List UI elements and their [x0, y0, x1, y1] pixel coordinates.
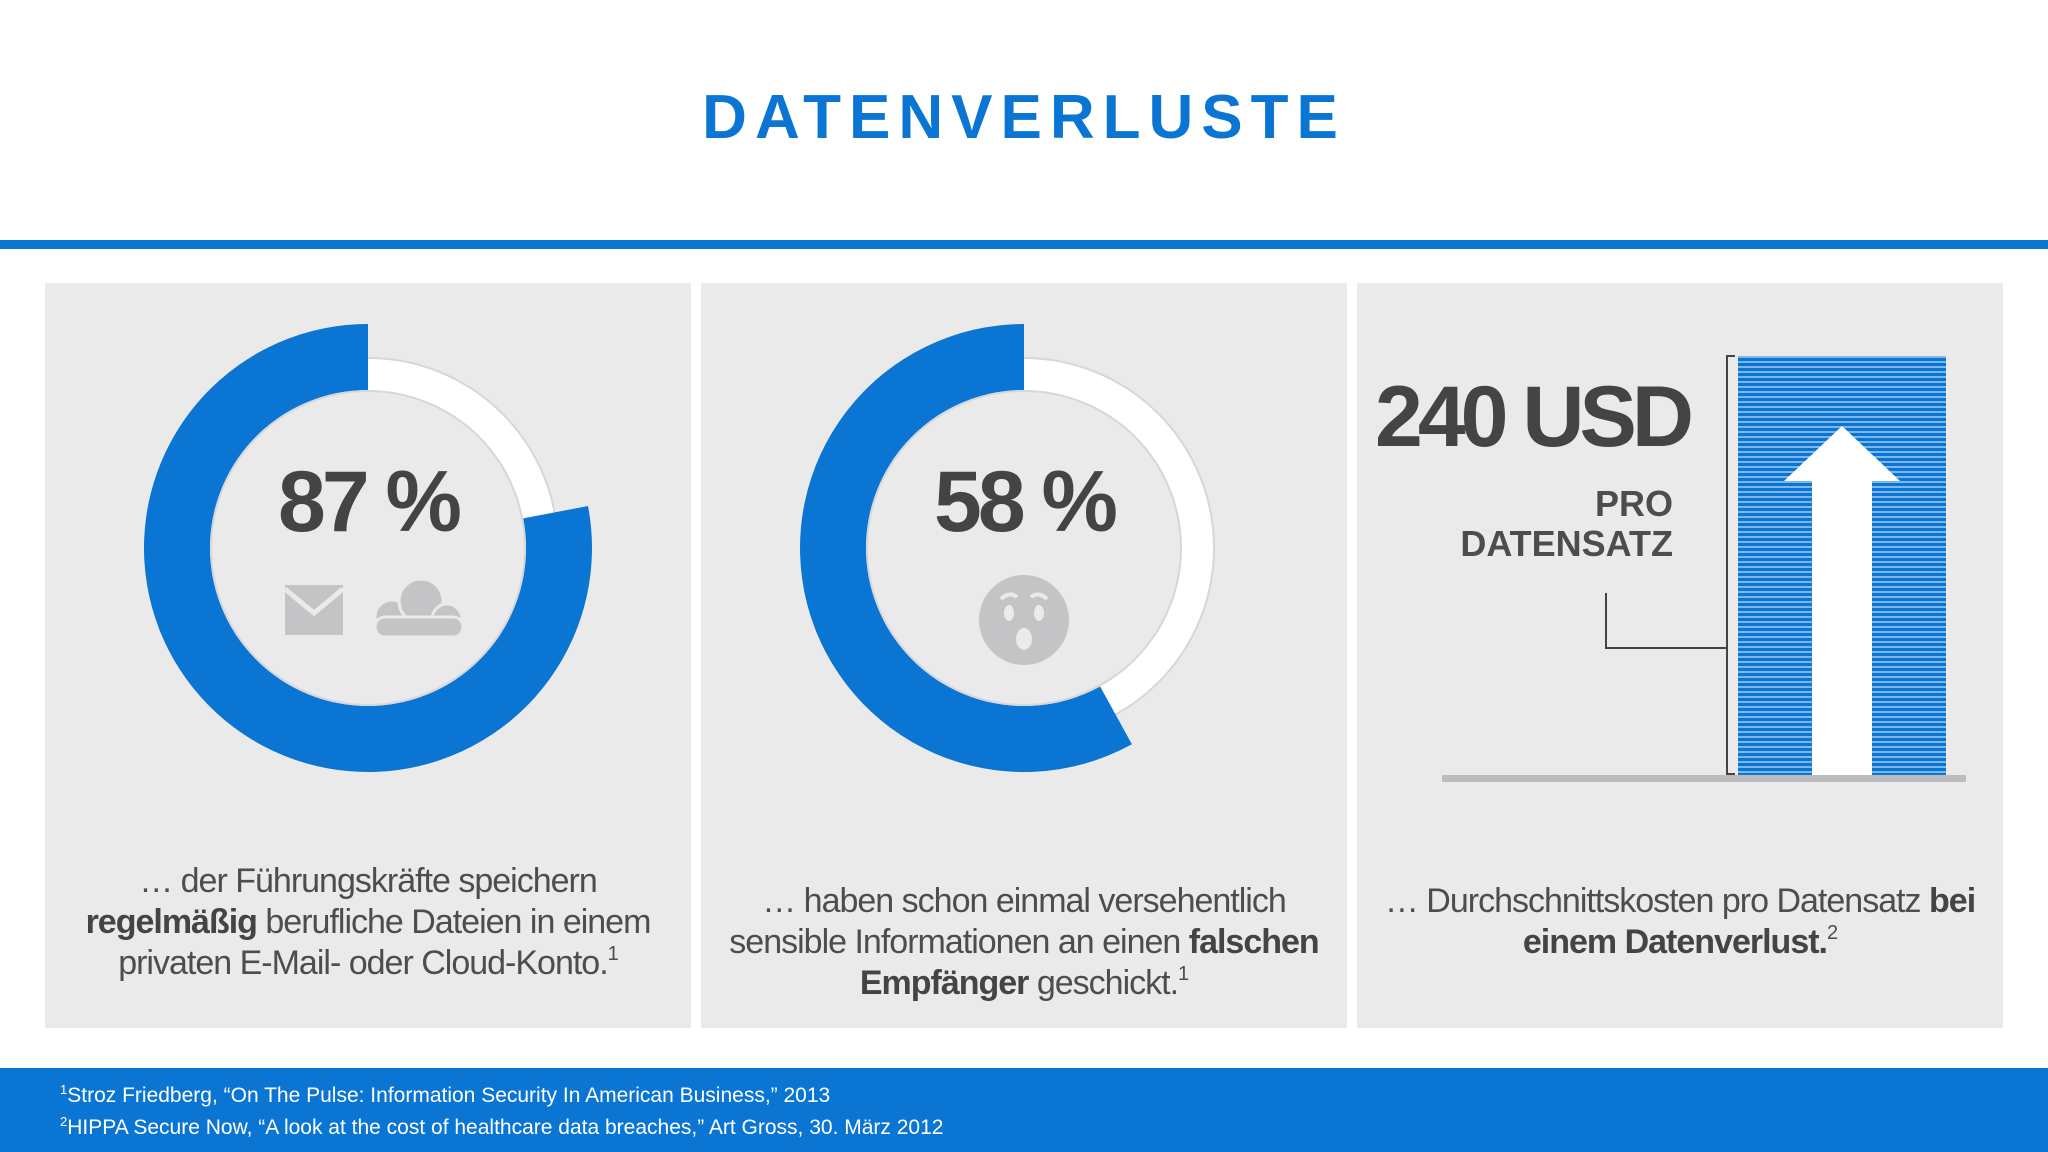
- stat-description: … der Führungskräfte speichern regelmäßi…: [65, 861, 671, 984]
- bar-bracket: [1726, 355, 1735, 775]
- donut-value-arc: [799, 324, 1132, 772]
- donut-chart-executives: [144, 324, 592, 772]
- stat-description: … haben schon einmal versehentlich sensi…: [721, 881, 1327, 1004]
- shocked-face-icon: [979, 575, 1069, 665]
- leader-line: [1605, 593, 1727, 649]
- footnote-2: 2HIPPA Secure Now, “A look at the cost o…: [60, 1114, 944, 1140]
- desc-text-end: berufliche Dateien in einem privaten E-M…: [118, 903, 651, 982]
- footnote-1: 1Stroz Friedberg, “On The Pulse: Informa…: [60, 1082, 831, 1108]
- cost-illustration: [1442, 355, 1966, 782]
- footnote-ref: 1: [60, 1082, 68, 1097]
- desc-text: … der Führungskräfte speichern: [139, 862, 598, 900]
- donut-chart-wrong-recipient: [799, 324, 1215, 772]
- mail-icon: [283, 585, 345, 635]
- footnote-marker: 2: [1827, 922, 1838, 944]
- footnote-text: HIPPA Secure Now, “A look at the cost of…: [67, 1116, 944, 1139]
- stat-panel-executives: 87 % … der Führungskräfte speichern rege…: [45, 283, 691, 1028]
- title-divider: [0, 240, 2048, 249]
- desc-text-end: geschickt.: [1028, 964, 1179, 1002]
- stat-description: … Durchschnittskosten pro Datensatz bei …: [1377, 881, 1983, 963]
- cost-value: 240 USD: [1375, 369, 1694, 465]
- desc-text: … haben schon einmal versehentlich sensi…: [729, 882, 1286, 961]
- stat-panel-wrong-recipient: 58 % … haben schon einmal versehentlich …: [701, 283, 1347, 1028]
- footnote-marker: 1: [1178, 963, 1189, 985]
- footnotes-bar: 1Stroz Friedberg, “On The Pulse: Informa…: [0, 1068, 2048, 1152]
- desc-text: … Durchschnittskosten pro Datensatz: [1384, 882, 1930, 920]
- up-arrow-icon-shape: [1784, 426, 1900, 778]
- desc-emphasis: regelmäßig: [85, 903, 258, 941]
- cost-unit-line1: PRO: [1594, 483, 1673, 524]
- page-title: DATENVERLUSTE: [702, 83, 1346, 152]
- cost-unit-line2: DATENSATZ: [1460, 523, 1673, 564]
- cloud-icon: [373, 577, 465, 639]
- donut-value-arc: [144, 324, 592, 772]
- stat-value: 87 %: [277, 454, 462, 550]
- donut-center: [866, 390, 1182, 706]
- footnote-ref: 2: [60, 1114, 68, 1129]
- baseline: [1442, 775, 1966, 782]
- desc-emphasis: falschen Empfänger: [859, 923, 1320, 1002]
- footnote-marker: 1: [607, 943, 619, 965]
- stat-value: 58 %: [933, 454, 1118, 550]
- desc-emphasis: bei einem Datenverlust.: [1522, 882, 1976, 961]
- stat-panel-cost: 240 USD PRO DATENSATZ … Durchschnittskos…: [1357, 283, 2003, 1028]
- footnote-text: Stroz Friedberg, “On The Pulse: Informat…: [67, 1084, 831, 1107]
